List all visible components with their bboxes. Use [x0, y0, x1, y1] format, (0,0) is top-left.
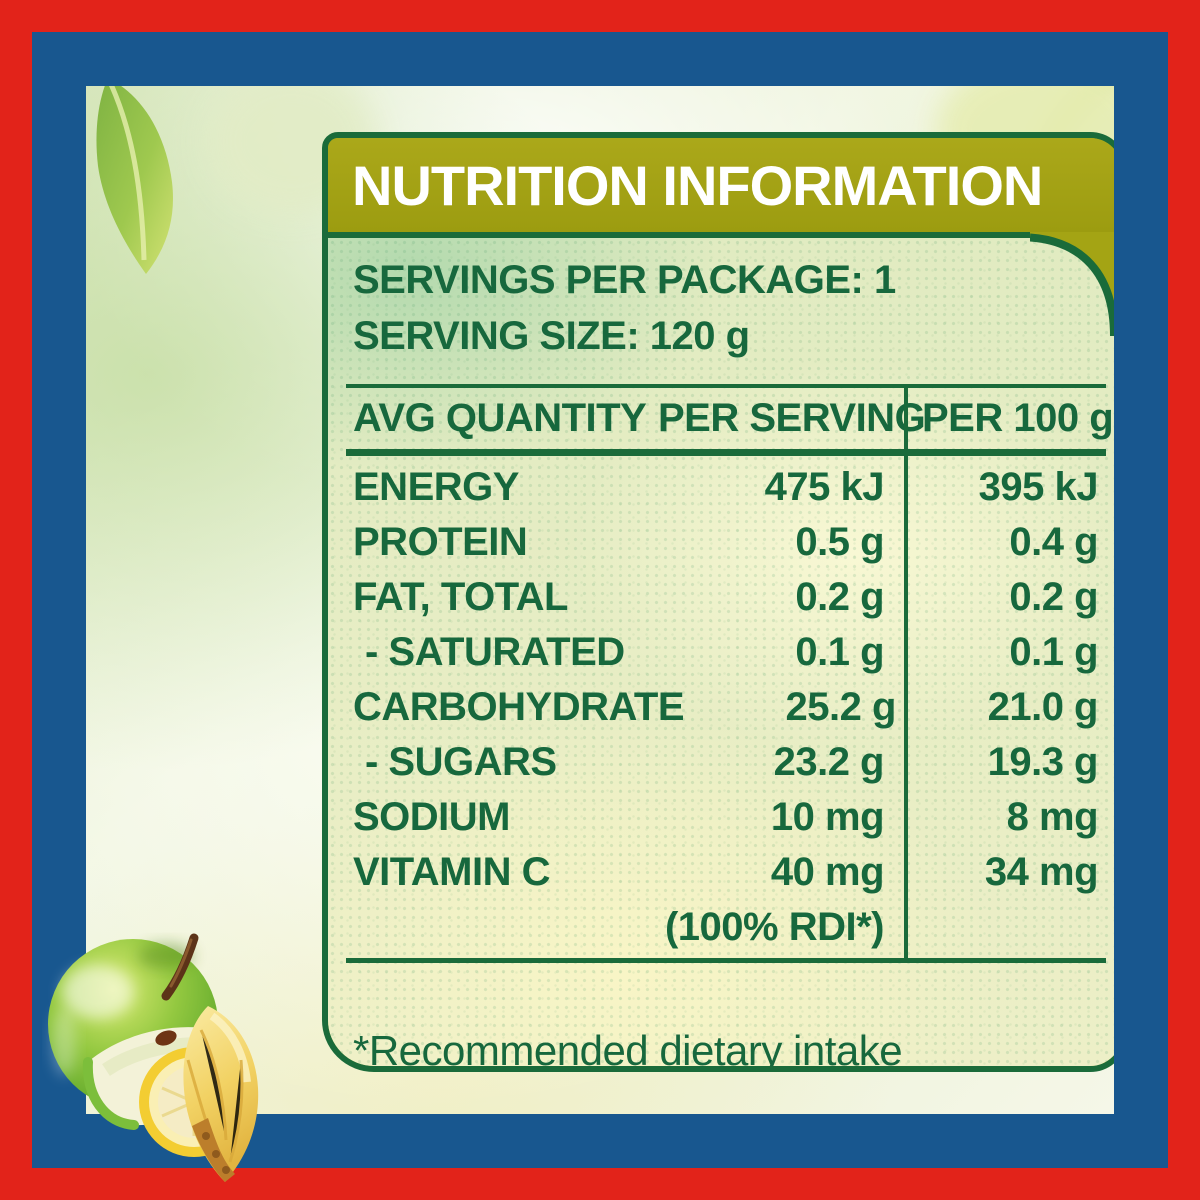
- nutrient-label: - SUGARS: [365, 740, 557, 784]
- nutrition-table: ENERGY 475 kJ 395 kJ PROTEIN 0.5 g 0.4 g…: [328, 460, 1114, 955]
- rdi-note: (100% RDI*): [664, 905, 885, 949]
- column-divider-line: [904, 384, 908, 963]
- value-per-serving: 25.2 g: [785, 685, 896, 729]
- panel-header: NUTRITION INFORMATION: [328, 138, 1114, 238]
- column-header-avg-quantity: AVG QUANTITY: [353, 396, 647, 440]
- value-per-serving: 0.5 g: [795, 520, 884, 564]
- nutrient-label: - SATURATED: [365, 630, 625, 674]
- nutrient-label: ENERGY: [353, 465, 519, 509]
- servings-per-package: SERVINGS PER PACKAGE: 1: [353, 258, 896, 302]
- nutrient-label: SODIUM: [353, 795, 511, 839]
- leaf-illustration: [96, 86, 173, 274]
- panel-title: NUTRITION INFORMATION: [352, 154, 1043, 217]
- nutrient-label: FAT, TOTAL: [353, 575, 568, 619]
- value-per-100g: 0.2 g: [1009, 575, 1098, 619]
- value-per-100g: 0.4 g: [1009, 520, 1098, 564]
- serving-size: SERVING SIZE: 120 g: [353, 314, 750, 358]
- panel-body: SERVINGS PER PACKAGE: 1 SERVING SIZE: 12…: [328, 232, 1114, 1066]
- table-row-sugars: - SUGARS 23.2 g 19.3 g: [328, 735, 1114, 790]
- nutrition-panel: NUTRITION INFORMATION SERVINGS PER PACKA…: [322, 132, 1114, 1072]
- table-row-protein: PROTEIN 0.5 g 0.4 g: [328, 515, 1114, 570]
- label-background: NUTRITION INFORMATION SERVINGS PER PACKA…: [86, 86, 1114, 1114]
- table-row-rdi-note: (100% RDI*): [328, 900, 1114, 955]
- value-per-serving: 475 kJ: [764, 465, 885, 509]
- value-per-serving: 0.2 g: [795, 575, 884, 619]
- fruit-illustration: [48, 933, 259, 1182]
- value-per-serving: 40 mg: [770, 850, 885, 894]
- table-row-carbohydrate: CARBOHYDRATE 25.2 g 21.0 g: [328, 680, 1114, 735]
- blue-inner-frame: NUTRITION INFORMATION SERVINGS PER PACKA…: [32, 32, 1168, 1168]
- rdi-footnote: *Recommended dietary intake: [353, 1027, 903, 1072]
- value-per-100g: 0.1 g: [1009, 630, 1098, 674]
- table-row-energy: ENERGY 475 kJ 395 kJ: [328, 460, 1114, 515]
- column-header-per-100g: PER 100 g: [922, 396, 1114, 440]
- pineapple-wedge: [183, 1006, 259, 1182]
- nutrient-label: PROTEIN: [353, 520, 528, 564]
- serving-info: SERVINGS PER PACKAGE: 1 SERVING SIZE: 12…: [353, 252, 896, 364]
- nutrient-label: CARBOHYDRATE: [353, 685, 685, 729]
- value-per-serving: 23.2 g: [773, 740, 885, 784]
- value-per-100g: 395 kJ: [978, 465, 1099, 509]
- value-per-100g: 8 mg: [1006, 795, 1099, 839]
- header-corner-curve: [1030, 232, 1114, 336]
- value-per-100g: 19.3 g: [987, 740, 1099, 784]
- apple-seed: [155, 1030, 177, 1046]
- table-row-saturated: - SATURATED 0.1 g 0.1 g: [328, 625, 1114, 680]
- value-per-100g: 34 mg: [984, 850, 1099, 894]
- table-row-sodium: SODIUM 10 mg 8 mg: [328, 790, 1114, 845]
- table-row-fat-total: FAT, TOTAL 0.2 g 0.2 g: [328, 570, 1114, 625]
- value-per-100g: 21.0 g: [987, 685, 1099, 729]
- value-per-serving: 10 mg: [770, 795, 885, 839]
- value-per-serving: 0.1 g: [795, 630, 884, 674]
- nutrient-label: VITAMIN C: [353, 850, 550, 894]
- apple-stem: [161, 933, 199, 1001]
- divider-line-header: [346, 449, 1106, 456]
- table-header-row: AVG QUANTITY PER SERVING PER 100 g: [328, 388, 1114, 449]
- divider-line-top: [346, 384, 1106, 388]
- column-header-per-serving: PER SERVING: [658, 396, 926, 440]
- divider-line-bottom: [346, 958, 1106, 963]
- table-row-vitamin-c: VITAMIN C 40 mg 34 mg: [328, 845, 1114, 900]
